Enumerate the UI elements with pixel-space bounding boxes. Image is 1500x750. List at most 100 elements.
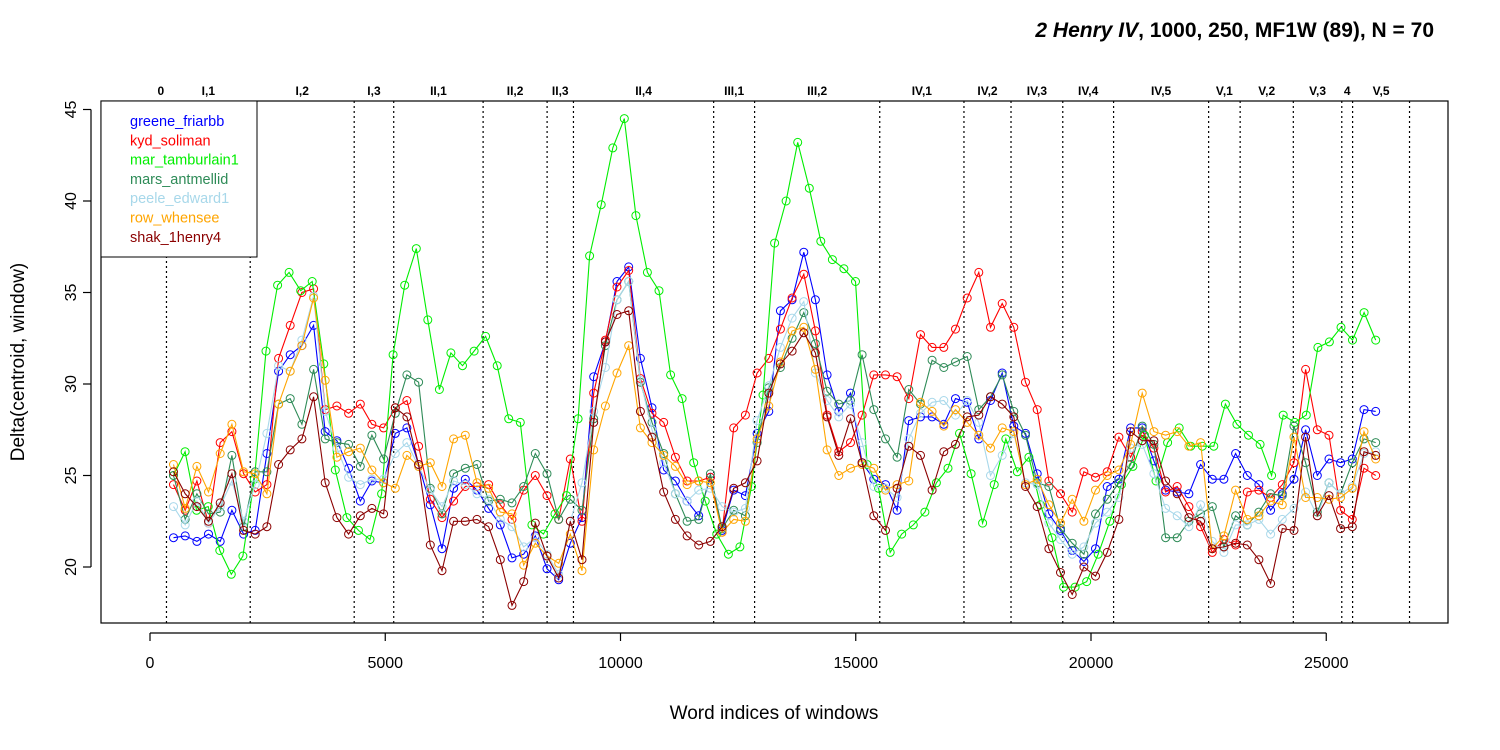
point-mar_tamburlain1-71	[989, 480, 999, 490]
point-peele_edward1-103	[1371, 447, 1381, 457]
point-mars_antmellid-28	[495, 494, 505, 504]
point-peele_edward1-14	[332, 443, 342, 453]
y-tick-label: 45	[63, 101, 80, 119]
point-row_whensee-83	[1137, 388, 1147, 398]
point-row_whensee-94	[1266, 496, 1276, 506]
point-mar_tamburlain1-19	[388, 350, 398, 360]
point-mar_tamburlain1-22	[423, 315, 433, 325]
point-shak_1henry4-62	[892, 483, 902, 493]
point-peele_edward1-17	[367, 474, 377, 484]
point-peele_edward1-85	[1161, 503, 1171, 513]
point-row_whensee-33	[554, 558, 564, 568]
point-shak_1henry4-99	[1324, 491, 1334, 501]
x-axis: 0 5000 10000 15000 20000 25000	[146, 632, 1349, 672]
point-peele_edward1-66	[939, 396, 949, 405]
point-peele_edward1-91	[1231, 520, 1241, 530]
point-mar_tamburlain1-35	[573, 414, 583, 424]
point-peele_edward1-26	[472, 489, 482, 499]
point-greene_friarbb-63	[904, 416, 914, 426]
point-kyd_soliman-11	[297, 288, 307, 297]
point-row_whensee-48	[729, 514, 739, 524]
point-greene_friarbb-40	[635, 353, 645, 363]
point-shak_1henry4-2	[192, 502, 202, 512]
point-shak_1henry4-47	[717, 522, 727, 532]
point-mar_tamburlain1-79	[1082, 577, 1092, 587]
point-shak_1henry4-70	[986, 392, 995, 402]
point-mar_tamburlain1-11	[296, 286, 306, 296]
point-kyd_soliman-64	[916, 330, 925, 340]
point-mar_tamburlain1-48	[723, 549, 733, 559]
point-mars_antmellid-25	[460, 463, 470, 473]
point-shak_1henry4-83	[1137, 436, 1147, 446]
point-kyd_soliman-59	[857, 410, 867, 420]
point-mar_tamburlain1-17	[365, 535, 375, 544]
legend-entry-shak_1henry4: shak_1henry4	[130, 230, 221, 246]
point-shak_1henry4-72	[1009, 412, 1019, 422]
point-greene_friarbb-2	[192, 536, 202, 546]
point-kyd_soliman-0	[169, 480, 178, 490]
point-row_whensee-74	[1032, 474, 1042, 484]
point-mar_tamburlain1-69	[966, 469, 976, 479]
point-mars_antmellid-34	[565, 494, 575, 504]
scene-label-6: II,3	[552, 84, 569, 98]
point-peele_edward1-62	[892, 493, 902, 502]
point-kyd_soliman-102	[1359, 463, 1369, 473]
point-peele_edward1-28	[495, 514, 505, 524]
point-mars_antmellid-68	[962, 352, 972, 361]
legend-box	[100, 100, 258, 258]
point-kyd_soliman-32	[542, 491, 552, 501]
point-greene_friarbb-23	[437, 544, 447, 554]
point-peele_edward1-92	[1242, 520, 1252, 530]
point-row_whensee-76	[1056, 518, 1065, 528]
point-row_whensee-1	[180, 503, 190, 513]
point-shak_1henry4-90	[1219, 542, 1229, 552]
point-peele_edward1-0	[169, 502, 178, 512]
point-greene_friarbb-79	[1091, 544, 1100, 554]
point-greene_friarbb-32	[542, 564, 552, 574]
point-mar_tamburlain1-45	[689, 458, 699, 468]
point-mar_tamburlain1-36	[585, 251, 595, 261]
x-tick-label: 20000	[1069, 655, 1114, 672]
series-mar_tamburlain1	[169, 114, 1381, 592]
point-shak_1henry4-60	[869, 511, 879, 521]
point-shak_1henry4-75	[1044, 544, 1054, 554]
scene-label-19: V,5	[1373, 84, 1390, 98]
point-shak_1henry4-63	[904, 441, 914, 451]
point-peele_edward1-63	[904, 434, 914, 444]
point-shak_1henry4-85	[1161, 476, 1171, 486]
point-mar_tamburlain1-76	[1047, 533, 1057, 543]
point-row_whensee-102	[1359, 427, 1369, 437]
point-mar_tamburlain1-40	[631, 211, 641, 221]
point-peele_edward1-77	[1067, 549, 1077, 559]
point-peele_edward1-87	[1184, 522, 1194, 532]
point-row_whensee-61	[881, 485, 890, 495]
point-mars_antmellid-57	[834, 399, 844, 409]
point-mars_antmellid-83	[1137, 421, 1147, 431]
point-row_whensee-42	[659, 450, 669, 460]
point-greene_friarbb-93	[1254, 480, 1264, 490]
point-shak_1henry4-61	[881, 525, 890, 535]
point-shak_1henry4-103	[1371, 450, 1381, 460]
point-peele_edward1-36	[589, 406, 599, 416]
point-mars_antmellid-20	[402, 370, 412, 380]
point-mar_tamburlain1-58	[839, 264, 849, 274]
point-greene_friarbb-27	[484, 503, 494, 513]
point-peele_edward1-35	[577, 478, 587, 488]
point-row_whensee-28	[495, 507, 505, 517]
point-kyd_soliman-71	[997, 299, 1007, 308]
point-shak_1henry4-11	[297, 434, 307, 444]
point-mars_antmellid-65	[927, 355, 937, 365]
point-mar_tamburlain1-54	[793, 137, 803, 147]
point-shak_1henry4-24	[449, 516, 459, 526]
point-peele_edward1-24	[449, 476, 459, 486]
point-mars_antmellid-80	[1102, 494, 1112, 504]
point-row_whensee-91	[1231, 485, 1241, 495]
point-shak_1henry4-23	[437, 566, 447, 576]
point-mar_tamburlain1-99	[1313, 342, 1323, 352]
point-greene_friarbb-4	[215, 536, 225, 546]
point-greene_friarbb-30	[519, 549, 529, 559]
point-greene_friarbb-102	[1359, 405, 1369, 415]
point-row_whensee-38	[612, 368, 622, 378]
point-kyd_soliman-50	[752, 368, 762, 378]
point-row_whensee-65	[927, 406, 937, 416]
